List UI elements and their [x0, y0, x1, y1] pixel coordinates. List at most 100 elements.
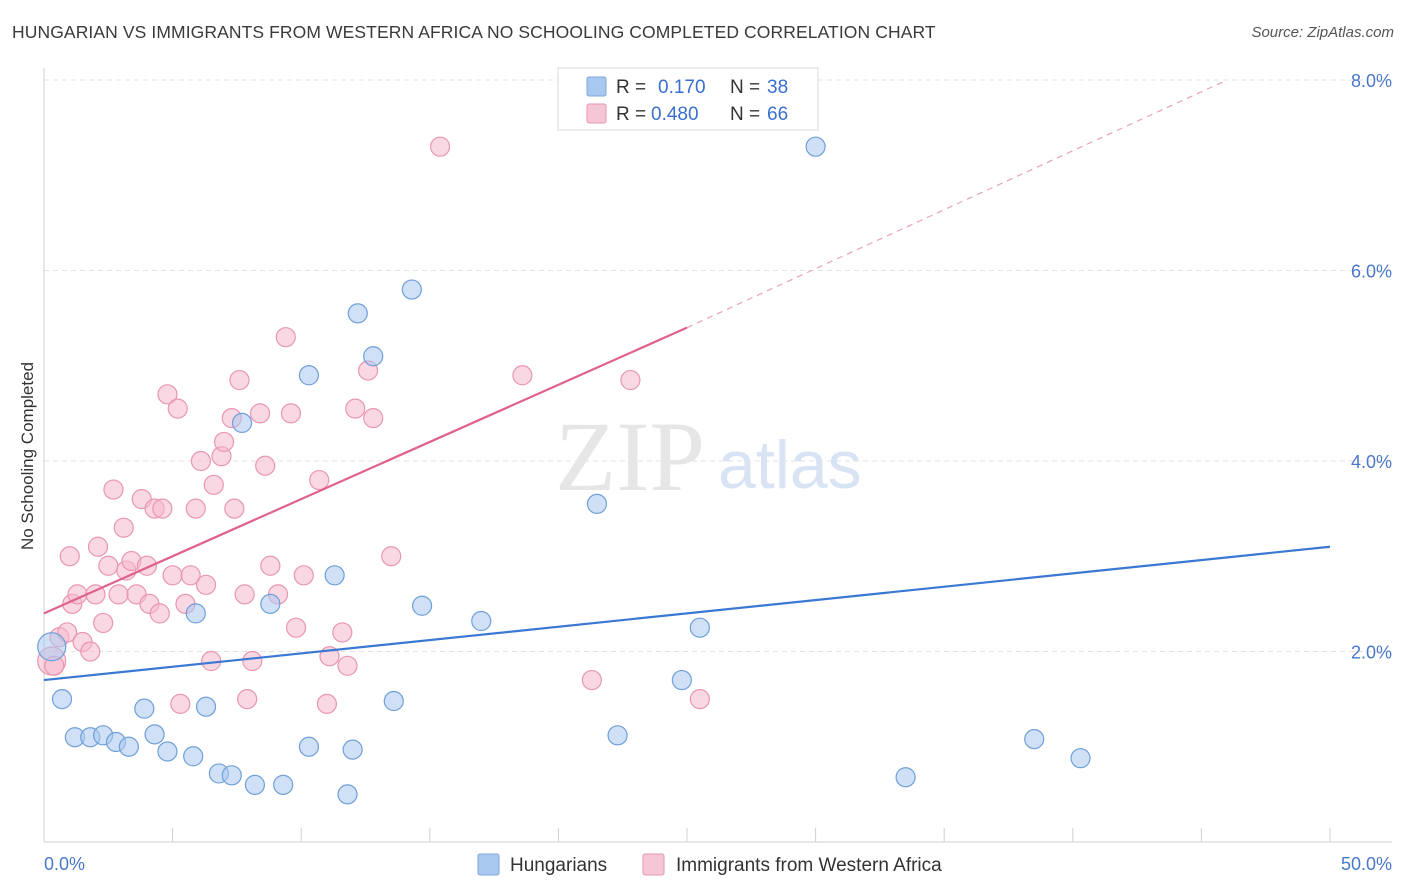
y-axis-label: No Schooling Completed [18, 362, 37, 550]
y-tick-labels: 2.0% 4.0% 6.0% 8.0% [1351, 71, 1392, 663]
watermark-zip: ZIP [555, 401, 705, 512]
hungarians-point [298, 736, 320, 757]
western-africa-point [237, 689, 258, 710]
x-tick-label-min: 0.0% [44, 854, 85, 874]
legend-swatch-hungarians [586, 76, 607, 97]
hungarians-point [401, 279, 422, 300]
western-africa-point [103, 479, 124, 500]
y-tick-label: 4.0% [1351, 452, 1392, 472]
hungarians-point [895, 767, 916, 788]
watermark-atlas: atlas [718, 427, 862, 503]
western-africa-point [345, 398, 366, 419]
hungarians-point [671, 669, 692, 691]
western-africa-point [152, 498, 173, 519]
western-africa-point [285, 617, 307, 638]
bottom-legend-western-africa: Immigrants from Western Africa [676, 855, 942, 876]
chart-source: Source: ZipAtlas.com [1251, 24, 1394, 41]
hungarians-point [607, 725, 628, 746]
western-africa-point [275, 327, 296, 348]
western-africa-point [363, 408, 384, 429]
western-africa-point [224, 498, 245, 519]
hungarians-point [118, 736, 139, 757]
western-africa-point [185, 498, 206, 519]
hungarians-point [411, 595, 433, 616]
western-africa-point [108, 584, 129, 605]
hungarians-point [51, 689, 73, 710]
western-africa-point [170, 693, 191, 714]
legend-r-value: 0.170 [658, 77, 706, 98]
hungarians-point [221, 765, 242, 786]
western-africa-point [98, 555, 119, 576]
watermark: ZIP atlas [555, 401, 862, 512]
axes [43, 68, 1392, 843]
legend-n-label: N = [730, 77, 760, 98]
western-africa-point [157, 384, 178, 405]
western-africa-point [316, 693, 338, 714]
hungarians-point [231, 412, 253, 433]
western-africa-point [260, 555, 281, 576]
hungarians-point [37, 632, 67, 662]
hungarians-point [363, 346, 384, 367]
western-africa-point [162, 565, 183, 586]
legend-n-label: N = [730, 104, 760, 125]
legend-n-value: 66 [767, 104, 788, 125]
chart-title: HUNGARIAN VS IMMIGRANTS FROM WESTERN AFR… [12, 22, 936, 42]
western-africa-point [242, 650, 263, 672]
western-africa-point [195, 574, 217, 595]
bottom-legend-swatch-western-africa [642, 853, 665, 876]
western-africa-point [429, 136, 451, 157]
western-africa-point [80, 641, 101, 662]
western-africa-point [255, 455, 276, 476]
hungarians-point [134, 698, 155, 719]
hungarians-point [324, 565, 345, 586]
hungarians-point [298, 365, 320, 386]
hungarians-point [144, 724, 165, 745]
hungarians-point [185, 603, 206, 624]
hungarians-point [157, 741, 178, 762]
western-africa-point [234, 584, 255, 605]
legend-bottom: Hungarians Immigrants from Western Afric… [477, 853, 942, 876]
series-hungarians-points [37, 136, 1091, 805]
western-africa-point [581, 669, 602, 691]
western-africa-point [332, 622, 353, 643]
western-africa-point [113, 517, 134, 538]
hungarians-point [689, 617, 710, 638]
western-africa-point [213, 431, 235, 453]
hungarians-point [471, 610, 492, 632]
hungarians-point [195, 696, 217, 717]
legend-swatch-western-africa [586, 103, 607, 124]
bottom-legend-swatch-hungarians [477, 853, 500, 876]
western-africa-point [203, 474, 224, 495]
legend-top: R = 0.170 N = 38 R = 0.480 N = 66 [557, 67, 819, 131]
hungarians-point [273, 774, 294, 795]
legend-r-label: R = [616, 104, 646, 125]
hungarians-point [260, 593, 281, 614]
gridlines [44, 79, 1392, 652]
western-africa-point [149, 603, 170, 624]
x-ticks [43, 828, 1331, 842]
western-africa-point [249, 403, 271, 424]
western-africa-point [229, 369, 250, 391]
western-africa-point [689, 689, 710, 710]
bottom-legend-hungarians: Hungarians [510, 855, 607, 876]
western-africa-point [381, 546, 402, 567]
western-africa-point [93, 612, 114, 634]
western-africa-point [293, 565, 314, 586]
hungarians-point [347, 303, 368, 324]
western-africa-point [190, 450, 211, 472]
hungarians-trend-line [43, 545, 1331, 682]
western-africa-point [309, 469, 330, 491]
western-africa-trend-line [43, 326, 688, 615]
western-africa-point [167, 398, 188, 419]
western-africa-trend-extension [686, 79, 1228, 329]
western-africa-point [87, 536, 109, 557]
y-tick-label: 6.0% [1351, 262, 1392, 282]
hungarians-point [244, 774, 266, 795]
trend-lines [43, 79, 1331, 682]
hungarians-point [183, 746, 204, 767]
hungarians-point [586, 493, 608, 514]
hungarians-point [383, 690, 404, 712]
hungarians-point [1024, 729, 1045, 750]
western-africa-point [512, 365, 533, 386]
